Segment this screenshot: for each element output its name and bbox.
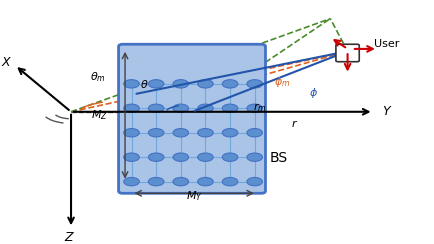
Circle shape [197,104,213,112]
Circle shape [124,80,139,88]
Circle shape [222,129,238,137]
Circle shape [247,104,263,112]
Text: $M_Z$: $M_Z$ [91,108,108,122]
Text: Z: Z [65,231,73,244]
Circle shape [222,177,238,186]
Circle shape [124,153,139,161]
Circle shape [173,80,188,88]
Circle shape [247,80,263,88]
Text: $\theta_m$: $\theta_m$ [90,70,105,84]
Circle shape [148,80,164,88]
Circle shape [197,153,213,161]
Text: $M_Y$: $M_Y$ [186,189,203,203]
Text: $r$: $r$ [291,118,299,129]
Circle shape [173,177,188,186]
Circle shape [247,153,263,161]
Text: BS: BS [270,151,288,165]
Text: $\theta$: $\theta$ [140,78,149,90]
Circle shape [247,129,263,137]
Circle shape [173,129,188,137]
Circle shape [247,177,263,186]
Circle shape [222,153,238,161]
Circle shape [222,80,238,88]
Circle shape [222,104,238,112]
Circle shape [197,80,213,88]
Text: $\phi_m$: $\phi_m$ [274,74,290,89]
Circle shape [197,129,213,137]
FancyBboxPatch shape [336,44,359,62]
Text: $\phi$: $\phi$ [309,86,318,100]
Circle shape [173,153,188,161]
Text: User: User [374,39,399,49]
Circle shape [124,177,139,186]
Circle shape [148,177,164,186]
FancyBboxPatch shape [118,44,266,193]
Text: X: X [2,56,10,69]
Circle shape [148,153,164,161]
Circle shape [197,177,213,186]
Text: Y: Y [382,105,390,118]
Circle shape [124,129,139,137]
Circle shape [124,104,139,112]
Circle shape [148,104,164,112]
Text: $r_m$: $r_m$ [253,101,266,113]
Circle shape [148,129,164,137]
Circle shape [173,104,188,112]
